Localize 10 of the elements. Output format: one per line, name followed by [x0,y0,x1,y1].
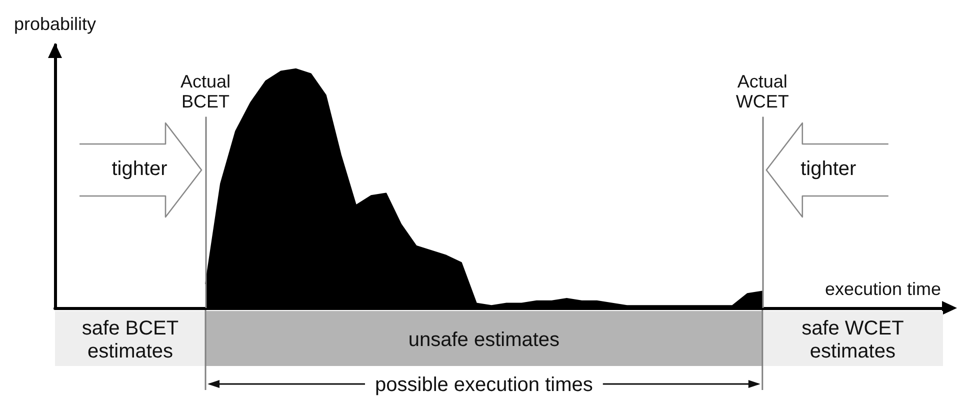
annotation: Actual WCET [736,72,789,112]
x-axis-title: execution time [824,279,941,299]
annotation: tighter [112,158,168,180]
text: possible execution times [375,374,593,396]
text: unsafe estimates [408,329,560,351]
text: safe WCET estimates [802,318,904,362]
y-axis-title: probability [14,14,96,34]
annotation: Actual BCET [180,72,231,112]
text: safe BCET estimates [82,318,179,362]
annotation: tighter [800,158,857,180]
